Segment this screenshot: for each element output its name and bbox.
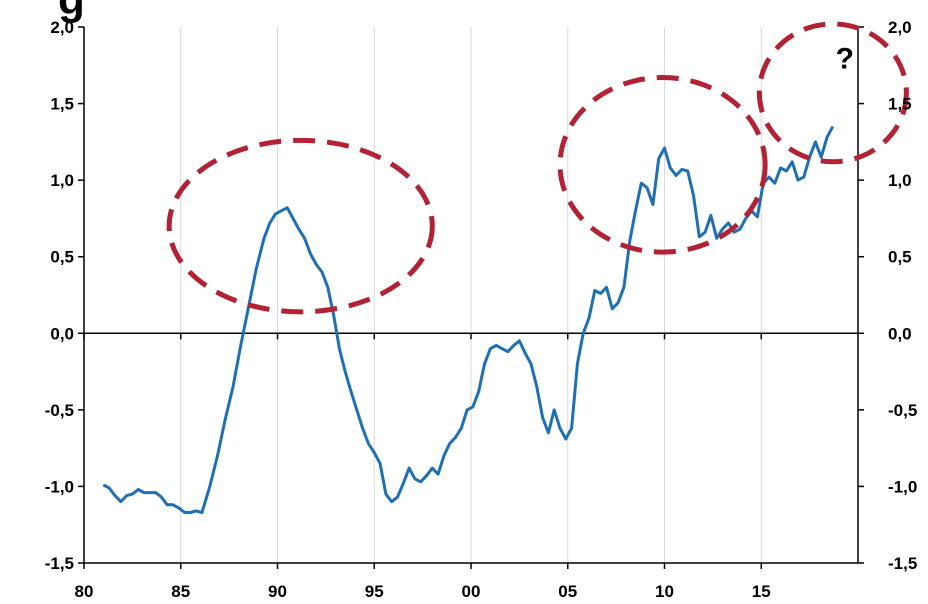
y-tick-label-right: -1,5: [888, 554, 917, 573]
y-tick-label-left: -1,5: [45, 554, 74, 573]
callout-question-mark: ?: [836, 43, 854, 76]
y-tick-label-right: 2,0: [888, 18, 912, 37]
x-tick-label: 00: [462, 582, 481, 601]
y-tick-label-right: 1,0: [888, 171, 912, 190]
title-fragment: g: [58, 0, 85, 24]
y-tick-label-left: 1,5: [50, 95, 74, 114]
callout-ellipse-2: [557, 75, 768, 255]
x-tick-label: 80: [75, 582, 94, 601]
x-tick-label: 10: [655, 582, 674, 601]
series-layer: [102, 125, 835, 514]
gridlines: [180, 27, 762, 563]
y-tick-label-right: -0,5: [888, 401, 917, 420]
x-tick-label: 90: [268, 582, 287, 601]
x-tick-label: 15: [752, 582, 771, 601]
x-tick-label: 95: [365, 582, 384, 601]
y-tick-label-right: 0,5: [888, 248, 912, 267]
x-tick-label: 05: [558, 582, 577, 601]
y-tick-label-right: -1,0: [888, 477, 917, 496]
y-tick-label-left: -1,0: [45, 477, 74, 496]
y-tick-label-right: 0,0: [888, 324, 912, 343]
axes: [78, 26, 864, 569]
y-tick-label-left: 2,0: [50, 18, 74, 37]
callout-ellipse-3: [756, 21, 909, 165]
y-tick-label-left: 0,5: [50, 248, 74, 267]
x-tick-label: 85: [171, 582, 190, 601]
callout-layer: ?: [166, 21, 909, 315]
callout-ellipse-1: [166, 137, 435, 315]
series-line: [102, 125, 835, 514]
y-tick-label-left: 1,0: [50, 171, 74, 190]
tick-labels: -1,5 -1,5 -1,0 -1,0 -0,5 -0,5 0,0 0,0 0,5 0,5 1,0 1…: [45, 18, 918, 601]
y-tick-label-left: -0,5: [45, 401, 74, 420]
y-tick-label-right: 1,5: [888, 95, 912, 114]
y-tick-label-left: 0,0: [50, 324, 74, 343]
